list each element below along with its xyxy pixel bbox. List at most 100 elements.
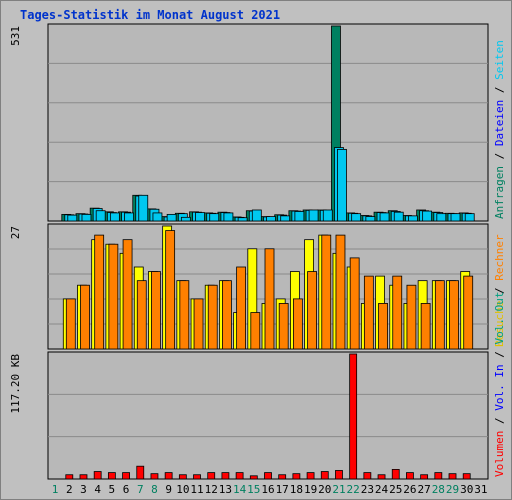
x-tick-label: 3: [80, 483, 87, 496]
bar-volumen: [292, 473, 301, 480]
x-tick-label: 29: [446, 483, 459, 496]
bar-seiten: [308, 209, 319, 222]
x-tick-label: 28: [432, 483, 445, 496]
bar-volumen: [107, 472, 116, 480]
legend-item: Volumen: [493, 431, 506, 477]
bar-rechner: [151, 271, 161, 350]
bar-volumen: [335, 470, 343, 480]
bar-seiten: [464, 213, 475, 222]
bar-seiten: [337, 148, 347, 222]
x-tick-label: 19: [304, 483, 317, 496]
bar-seiten: [322, 209, 333, 222]
legend-item: Anfragen: [493, 166, 506, 219]
x-tick-label: 16: [261, 483, 274, 496]
chart-title: Tages-Statistik im Monat August 2021: [20, 8, 280, 22]
x-tick-label: 17: [276, 483, 289, 496]
bar-seiten: [180, 216, 191, 222]
x-tick-label: 15: [247, 483, 260, 496]
bar-volumen: [391, 469, 400, 480]
bar-seiten: [251, 209, 262, 222]
legend-separator: /: [493, 80, 506, 100]
bar-rechner: [165, 230, 176, 350]
bar-seiten: [67, 214, 78, 222]
bar-rechner: [434, 280, 445, 350]
y-max-label: 117.20 KB: [9, 354, 22, 414]
bar-rechner: [136, 280, 147, 350]
panel-requests: 531: [9, 23, 489, 222]
x-tick-label: 5: [109, 483, 116, 496]
bar-volumen: [434, 472, 443, 480]
bar-seiten: [138, 194, 149, 222]
x-tick-label: 8: [151, 483, 158, 496]
x-tick-label: 22: [347, 483, 360, 496]
x-axis-day-labels: 1 2 3 4 5 6 7 8 9 10 11 12 13 14 15 16 17 18 19 20 21 22 23 24 2…: [52, 483, 488, 496]
panel-volume: 117.20 KB: [9, 351, 489, 480]
bar-rechner: [363, 275, 374, 350]
bar-volumen: [278, 474, 287, 480]
x-tick-label: 25: [389, 483, 402, 496]
x-tick-label: 2: [66, 483, 73, 496]
x-tick-label: 23: [361, 483, 374, 496]
bar-seiten: [408, 215, 418, 222]
bar-rechner: [392, 275, 403, 350]
bar-volumen: [363, 472, 372, 480]
bar-seiten: [223, 212, 234, 222]
x-tick-label: 26: [403, 483, 416, 496]
bar-rechner: [80, 284, 90, 350]
bar-volumen: [93, 471, 102, 480]
bar-seiten: [436, 213, 447, 222]
bar-volumen: [65, 474, 74, 480]
x-tick-label: 13: [219, 483, 232, 496]
legend-requests: Anfragen / Dateien / Seiten: [493, 40, 506, 219]
legend-item: Besuche: [493, 301, 506, 347]
bar-volumen: [462, 473, 471, 480]
bar-volumen: [249, 475, 258, 480]
legend-item: Rechner: [493, 234, 506, 281]
legend-separator: /: [493, 281, 506, 301]
x-tick-label: 20: [318, 483, 331, 496]
bar-rechner: [179, 280, 190, 350]
legend-item: Vol. Out: [493, 292, 506, 345]
bar-seiten: [393, 211, 404, 222]
side-legends: Anfragen / Dateien / Seiten Besuche / Rec…: [493, 40, 506, 477]
bar-volumen: [306, 472, 315, 480]
panel-visits: 27: [9, 223, 489, 350]
bar-rechner: [463, 275, 474, 350]
bar-rechner: [449, 280, 459, 350]
bar-rechner: [307, 271, 317, 350]
bar-rechner: [94, 234, 105, 350]
bar-volumen: [448, 473, 457, 480]
legend-volume: Volumen / Vol. In / Vol. Out: [493, 292, 506, 477]
x-tick-label: 21: [332, 483, 345, 496]
x-tick-label: 27: [418, 483, 431, 496]
bar-seiten: [450, 213, 461, 222]
bar-volumen: [406, 472, 414, 480]
bar-volumen: [420, 474, 429, 480]
bar-seiten: [81, 213, 92, 222]
bar-seiten: [95, 210, 106, 222]
x-tick-label: 18: [290, 483, 303, 496]
bar-volumen: [193, 474, 201, 480]
legend-item: Seiten: [493, 40, 506, 80]
bar-volumen: [79, 474, 88, 480]
bar-seiten: [351, 213, 362, 222]
bar-volumen: [122, 472, 130, 480]
x-tick-label: 7: [137, 483, 144, 496]
legend-item: Dateien: [493, 100, 506, 146]
legend-separator: /: [493, 146, 506, 166]
legend-item: Vol. In: [493, 364, 506, 410]
x-tick-label: 10: [176, 483, 189, 496]
bar-seiten: [365, 216, 376, 222]
bar-seiten: [152, 212, 163, 222]
bar-volumen: [136, 465, 145, 480]
bar-volumen: [320, 471, 329, 480]
bar-rechner: [278, 303, 289, 350]
bar-seiten: [109, 212, 120, 222]
bar-rechner: [250, 312, 261, 350]
bar-rechner: [193, 298, 204, 350]
legend-separator: /: [493, 345, 506, 365]
bar-seiten: [195, 212, 205, 222]
bar-rechner: [122, 239, 133, 350]
